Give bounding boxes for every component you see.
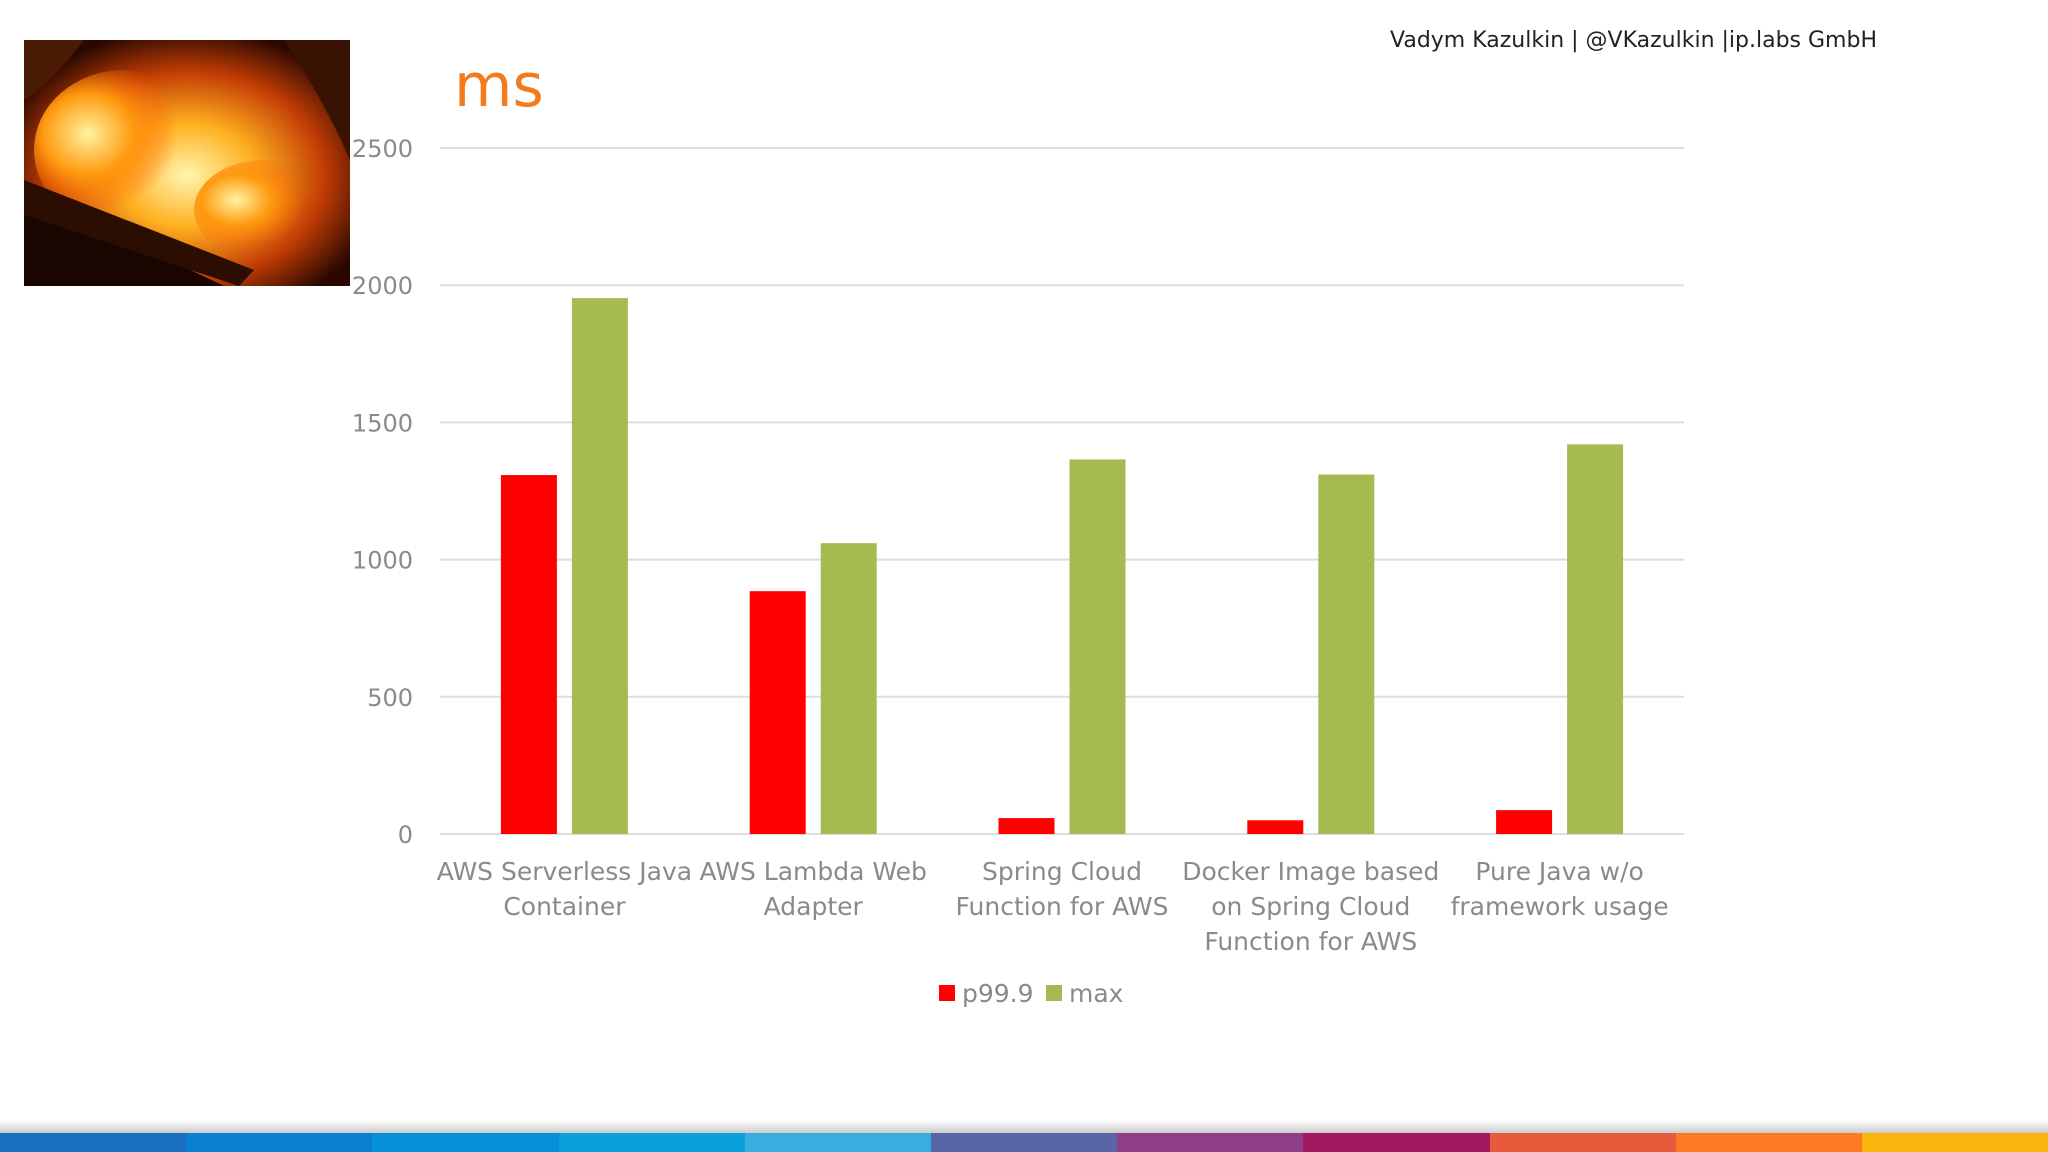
bar-max-2 [1069, 459, 1126, 834]
fire-photo [24, 40, 350, 286]
category-label-3-line-2: Function for AWS [1204, 927, 1417, 956]
bar-max-1 [820, 543, 877, 834]
category-label-1-line-0: AWS Lambda Web [700, 857, 927, 886]
presenter-byline: Vadym Kazulkin | @VKazulkin |ip.labs Gmb… [1390, 28, 1877, 53]
y-tick-label-2000: 2000 [352, 272, 413, 300]
footer-segment-2 [372, 1133, 559, 1152]
legend-label-p999: p99.9 [962, 979, 1034, 1008]
footer-segment-5 [930, 1133, 1118, 1152]
bar-p999-1 [749, 591, 806, 834]
y-tick-label-0: 0 [398, 821, 413, 849]
category-label-2-line-1: Function for AWS [956, 892, 1169, 921]
bar-max-0 [571, 298, 628, 834]
footer-segment-3 [558, 1133, 745, 1152]
footer-segment-7 [1303, 1133, 1490, 1152]
chart-title: ms [454, 51, 544, 121]
bar-max-4 [1567, 444, 1624, 834]
category-label-4-line-1: framework usage [1451, 892, 1669, 921]
y-tick-label-2500: 2500 [352, 135, 413, 163]
y-tick-label-1500: 1500 [352, 409, 413, 437]
bar-max-3 [1318, 474, 1375, 834]
y-tick-label-500: 500 [367, 684, 413, 712]
bar-p999-4 [1496, 810, 1553, 834]
category-label-3-line-0: Docker Image based [1182, 857, 1439, 886]
bar-p999-2 [998, 818, 1055, 834]
legend-label-max: max [1069, 979, 1123, 1008]
category-label-4-line-0: Pure Java w/o [1475, 857, 1643, 886]
footer-segment-4 [744, 1133, 931, 1152]
footer-color-bar [0, 1133, 2048, 1152]
footer-shadow [0, 1120, 2048, 1134]
footer-segment-8 [1489, 1133, 1676, 1152]
bar-p999-3 [1247, 820, 1304, 834]
category-label-3-line-1: on Spring Cloud [1211, 892, 1410, 921]
category-label-1-line-1: Adapter [764, 892, 864, 921]
footer-segment-10 [1861, 1133, 2048, 1152]
footer-segment-1 [186, 1133, 373, 1152]
category-label-2-line-0: Spring Cloud [982, 857, 1142, 886]
footer-segment-0 [0, 1133, 187, 1152]
legend-swatch-max [1046, 985, 1062, 1001]
y-tick-label-1000: 1000 [352, 547, 413, 575]
bar-p999-0 [500, 475, 557, 834]
footer-segment-6 [1117, 1133, 1304, 1152]
legend-swatch-p999 [939, 985, 955, 1001]
category-label-0-line-1: Container [503, 892, 626, 921]
category-label-0-line-0: AWS Serverless Java [437, 857, 692, 886]
footer-segment-9 [1675, 1133, 1862, 1152]
